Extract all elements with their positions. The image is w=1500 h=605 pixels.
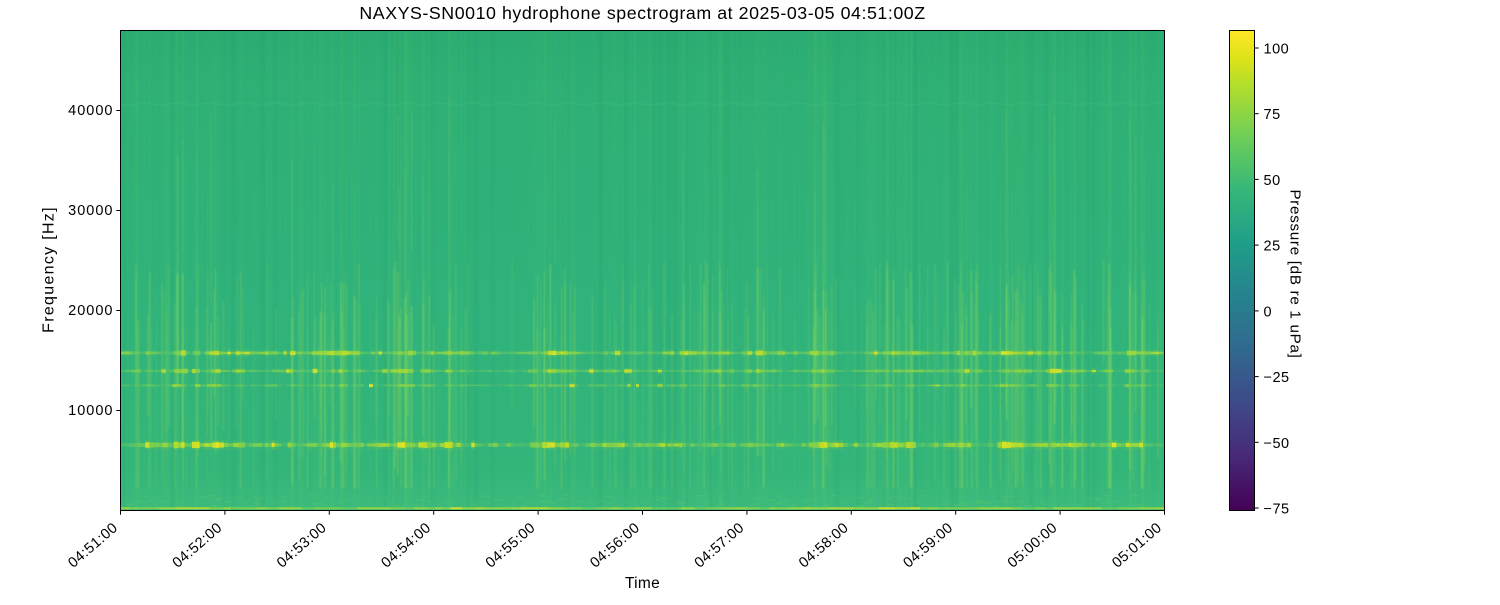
svg-text:100: 100 [1264, 42, 1290, 58]
svg-text:0: 0 [1264, 304, 1273, 320]
svg-text:50: 50 [1264, 173, 1281, 189]
svg-text:Time: Time [625, 575, 660, 592]
svg-text:30000: 30000 [68, 203, 113, 219]
svg-text:NAXYS-SN0010 hydrophone spectr: NAXYS-SN0010 hydrophone spectrogram at 2… [359, 3, 925, 23]
svg-text:10000: 10000 [68, 403, 113, 419]
svg-text:20000: 20000 [68, 303, 113, 319]
svg-text:75: 75 [1264, 107, 1281, 123]
svg-text:25: 25 [1264, 239, 1281, 255]
svg-text:−75: −75 [1264, 502, 1290, 518]
svg-text:Pressure [dB re 1 uPa]: Pressure [dB re 1 uPa] [1287, 189, 1304, 358]
svg-text:40000: 40000 [68, 103, 113, 119]
svg-text:−25: −25 [1264, 370, 1290, 386]
svg-text:−50: −50 [1264, 436, 1290, 452]
svg-text:Frequency [Hz]: Frequency [Hz] [41, 206, 58, 333]
